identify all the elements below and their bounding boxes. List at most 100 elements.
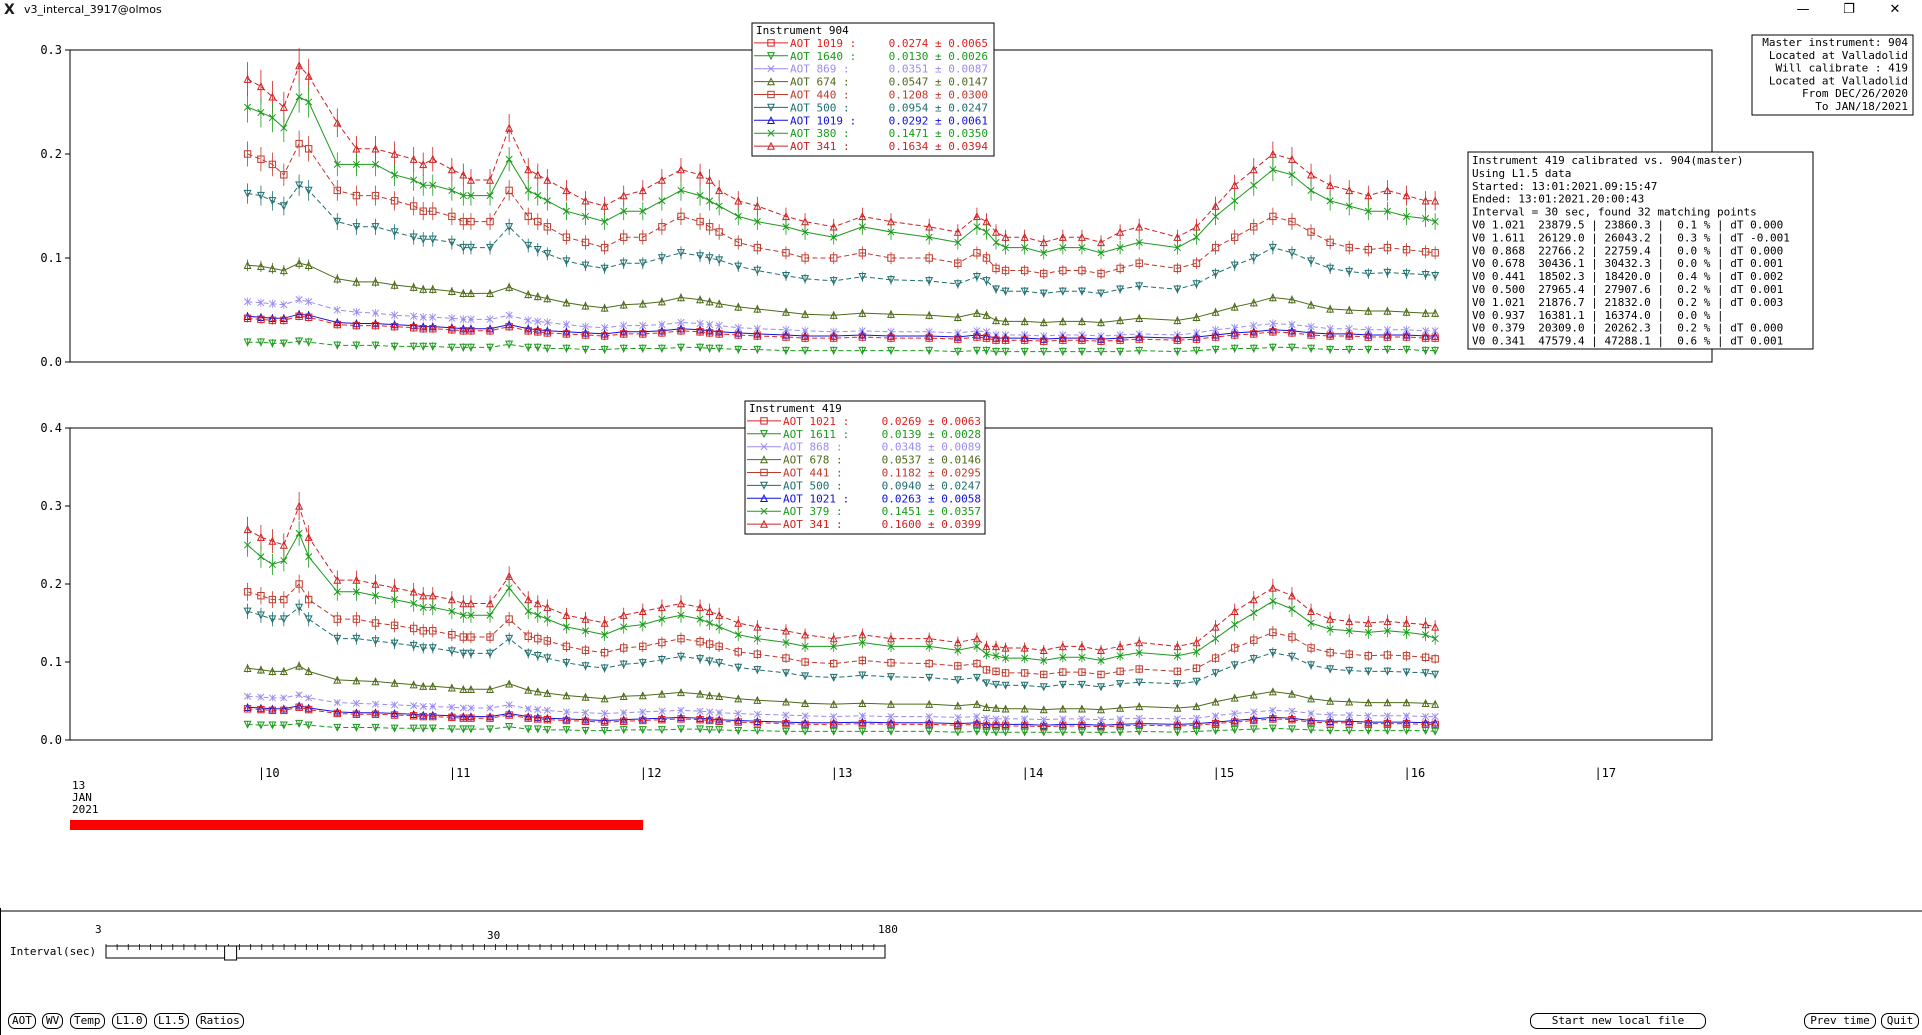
data-point — [619, 660, 628, 669]
data-point — [562, 659, 571, 668]
data-point — [1364, 667, 1373, 676]
data-point — [753, 243, 762, 252]
data-point — [982, 277, 991, 286]
data-point — [781, 307, 790, 316]
toggle-wv[interactable]: WV — [42, 1013, 64, 1029]
data-point — [280, 595, 288, 604]
data-point — [534, 328, 542, 336]
data-point — [524, 212, 532, 221]
data-point — [1211, 726, 1220, 735]
data-point — [371, 592, 380, 600]
data-point — [1097, 269, 1105, 278]
series-aot-674 — [243, 257, 1440, 327]
data-point — [1020, 266, 1029, 275]
data-point — [753, 622, 762, 631]
data-point — [1173, 728, 1182, 737]
data-point — [459, 289, 468, 298]
data-point — [1307, 718, 1315, 726]
data-point — [638, 606, 647, 615]
data-point — [696, 603, 705, 612]
data-point — [1250, 716, 1258, 725]
start-new-local-file-button[interactable]: Start new local file — [1530, 1013, 1706, 1029]
y-tick-label: 0.4 — [40, 421, 62, 435]
data-point — [753, 332, 762, 340]
toggle-temp[interactable]: Temp — [70, 1013, 105, 1029]
data-point — [1211, 269, 1220, 278]
minimize-icon[interactable]: — — [1796, 2, 1810, 17]
data-point — [677, 611, 685, 619]
legend-swatch-marker — [766, 141, 776, 150]
data-point — [391, 701, 399, 709]
data-point — [280, 301, 288, 309]
data-point — [305, 553, 313, 561]
data-point — [305, 98, 313, 106]
data-point — [830, 720, 838, 729]
data-point — [954, 662, 962, 670]
data-point — [352, 634, 361, 643]
data-point — [1020, 681, 1029, 690]
data-point — [562, 716, 571, 725]
data-point — [734, 631, 742, 639]
data-point — [1039, 705, 1048, 714]
quit-button[interactable]: Quit — [1881, 1013, 1919, 1029]
data-point — [982, 728, 991, 737]
toggle-aot[interactable]: AOT — [8, 1013, 36, 1029]
close-icon[interactable]: ✕ — [1889, 2, 1901, 17]
data-point — [954, 646, 962, 654]
toggle-l15[interactable]: L1.5 — [154, 1013, 189, 1029]
data-point — [1192, 312, 1201, 321]
data-point — [619, 692, 628, 701]
toggle-ratios[interactable]: Ratios — [196, 1013, 244, 1029]
legend-value: 0.0263 ± 0.0058 — [882, 492, 981, 505]
series-aot-1019 — [243, 312, 1439, 346]
data-point — [486, 684, 495, 693]
data-point — [295, 603, 304, 612]
calibration-line: V0 0.379 20309.0 | 20262.3 | 0.2 % | dT … — [1472, 322, 1783, 335]
data-point — [244, 541, 252, 549]
data-point — [1287, 295, 1296, 304]
data-point — [992, 703, 1001, 712]
data-point — [562, 186, 571, 195]
data-point — [1059, 266, 1067, 275]
maximize-icon[interactable]: ❐ — [1843, 2, 1855, 17]
data-point — [1173, 316, 1182, 325]
data-point — [992, 642, 1001, 651]
data-point — [409, 342, 418, 351]
data-point — [1307, 257, 1316, 266]
data-point — [486, 649, 495, 658]
x-app-icon: X — [4, 2, 15, 18]
data-point — [268, 264, 277, 273]
data-point — [639, 621, 647, 629]
data-point — [954, 335, 962, 343]
data-point — [1288, 633, 1296, 641]
legend-label: AOT 1611 : — [783, 428, 849, 441]
data-point — [1431, 346, 1440, 355]
calibration-line: V0 1.021 21876.7 | 21832.0 | 0.2 % | dT … — [1472, 296, 1783, 309]
data-point — [428, 235, 437, 244]
data-point — [534, 611, 542, 619]
data-point — [619, 191, 628, 200]
data-point — [419, 313, 427, 321]
prev-time-button[interactable]: Prev time — [1804, 1013, 1876, 1029]
data-point — [543, 223, 552, 231]
data-point — [972, 308, 981, 317]
toggle-l10[interactable]: L1.0 — [112, 1013, 147, 1029]
data-point — [505, 282, 514, 291]
data-point — [992, 728, 1001, 737]
data-point — [533, 245, 542, 254]
data-point — [801, 228, 809, 236]
data-point — [1173, 347, 1182, 356]
data-point — [886, 727, 896, 736]
data-point — [257, 553, 265, 561]
data-point — [1288, 171, 1296, 179]
data-point — [268, 316, 277, 325]
interval-slider-thumb[interactable] — [224, 945, 238, 961]
data-point — [256, 82, 265, 91]
data-point — [801, 275, 810, 284]
data-point — [619, 330, 628, 338]
data-point — [534, 634, 542, 643]
data-point — [677, 318, 685, 327]
data-point — [1039, 683, 1048, 692]
data-point — [1421, 196, 1430, 205]
data-point — [1345, 202, 1353, 210]
